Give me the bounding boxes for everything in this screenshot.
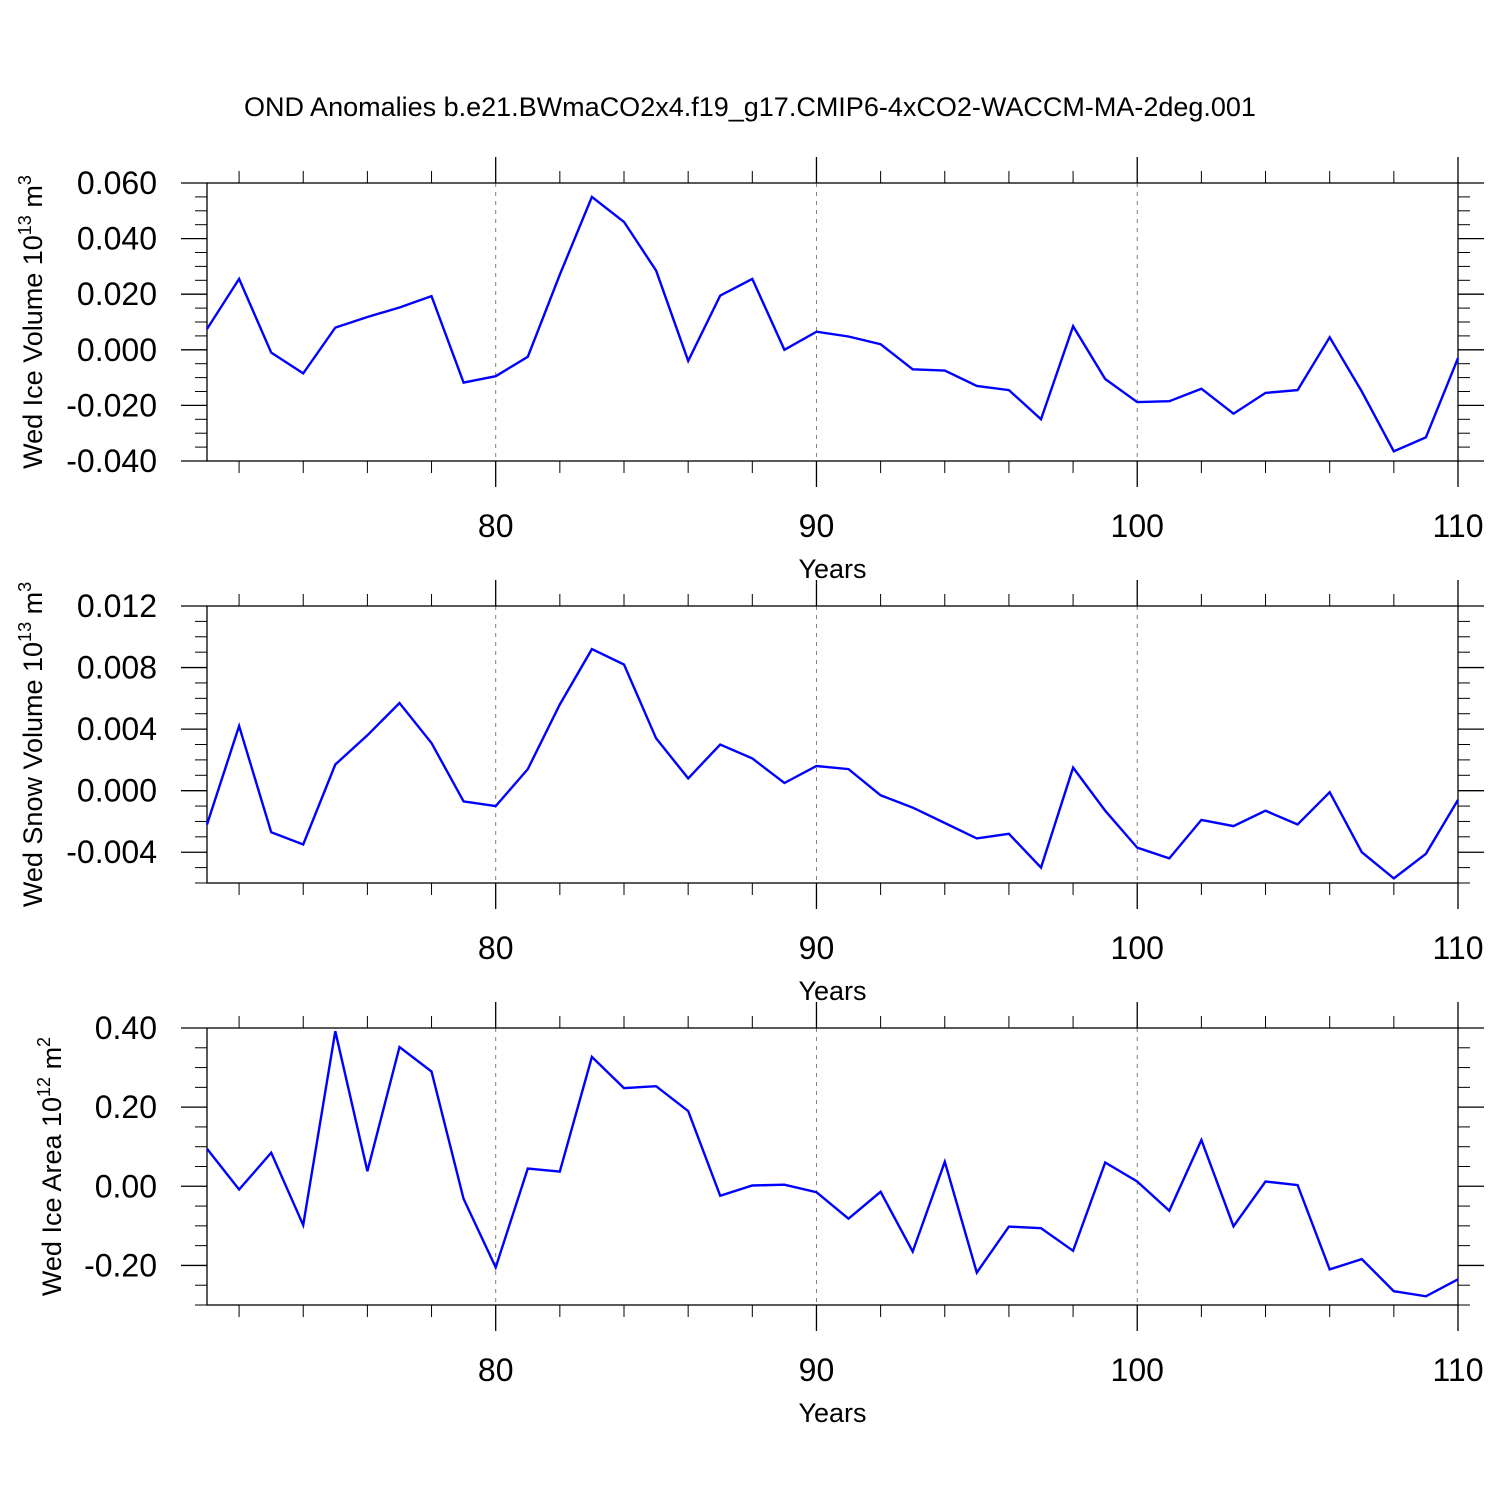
y-tick-label: 0.020 (77, 276, 157, 312)
y-tick-label: 0.012 (77, 588, 157, 624)
panel-1: 80 90 100 110 -0.040 -0.020 0.000 0.020 0.040 0.0… (15, 157, 1484, 584)
x-tick-label: 100 (1111, 508, 1164, 544)
y-axis-label-unit-exponent: 2 (34, 1037, 54, 1047)
y-axis-label-exponent: 13 (15, 215, 35, 235)
x-tick-label: 110 (1432, 508, 1483, 544)
y-tick-label: -0.020 (66, 387, 157, 423)
x-tick-label: 110 (1432, 1352, 1483, 1388)
x-tick-label: 100 (1111, 930, 1164, 966)
y-tick-label: 0.000 (77, 773, 157, 809)
y-tick-label: 0.008 (77, 650, 157, 686)
y-tick-label: 0.20 (95, 1089, 157, 1125)
y-axis-label-text: Wed Ice Area 10 (37, 1097, 67, 1296)
y-axis-label-unit: m (37, 1047, 67, 1077)
plot-frame (206, 182, 1459, 462)
x-tick-label: 80 (478, 930, 514, 966)
y-tick-label: 0.040 (77, 221, 157, 257)
y-axis-label-unit-exponent: 3 (15, 582, 35, 592)
x-tick-label: 80 (478, 1352, 514, 1388)
y-tick-label: -0.20 (84, 1247, 157, 1283)
plot-frame (206, 605, 1459, 884)
series-line (205, 194, 1460, 453)
y-axis-label: Wed Ice Volume 1013 m3 (15, 175, 48, 469)
y-axis-label-unit-exponent: 3 (15, 175, 35, 185)
x-tick-label: 100 (1111, 1352, 1164, 1388)
y-tick-label: 0.060 (77, 165, 157, 201)
x-tick-label: 90 (799, 1352, 835, 1388)
y-tick-label: 0.004 (77, 711, 157, 747)
figure-title: OND Anomalies b.e21.BWmaCO2x4.f19_g17.CM… (244, 92, 1256, 122)
y-axis-label-text: Wed Ice Volume 10 (18, 235, 48, 469)
y-axis-label-text: Wed Snow Volume 10 (18, 642, 48, 907)
panel-3: 80 90 100 110 -0.20 0.00 0.20 0.40 Years Wed Ice … (34, 1002, 1484, 1428)
y-axis-label: Wed Ice Area 1012 m2 (34, 1037, 67, 1296)
x-axis-label: Years (798, 554, 866, 584)
y-tick-label: -0.004 (66, 834, 157, 870)
x-tick-label: 110 (1432, 930, 1483, 966)
x-tick-label: 80 (478, 508, 514, 544)
y-axis-label-exponent: 12 (34, 1077, 54, 1097)
panel-2: 80 90 100 110 -0.004 0.000 0.004 0.008 0.012 Year… (15, 580, 1484, 1006)
y-axis-label-exponent: 13 (15, 622, 35, 642)
y-tick-label: 0.00 (95, 1168, 157, 1204)
y-tick-label: -0.040 (66, 443, 157, 479)
series-line (206, 1030, 1459, 1298)
series-line (205, 647, 1460, 880)
x-tick-label: 90 (799, 930, 835, 966)
y-tick-label: 0.000 (77, 332, 157, 368)
x-axis-label: Years (798, 976, 866, 1006)
y-tick-label: 0.40 (95, 1010, 157, 1046)
y-axis-label-unit: m (18, 592, 48, 622)
y-axis-label: Wed Snow Volume 1013 m3 (15, 582, 48, 907)
x-axis-label: Years (798, 1398, 866, 1428)
y-axis-label-unit: m (18, 185, 48, 215)
x-tick-label: 90 (799, 508, 835, 544)
